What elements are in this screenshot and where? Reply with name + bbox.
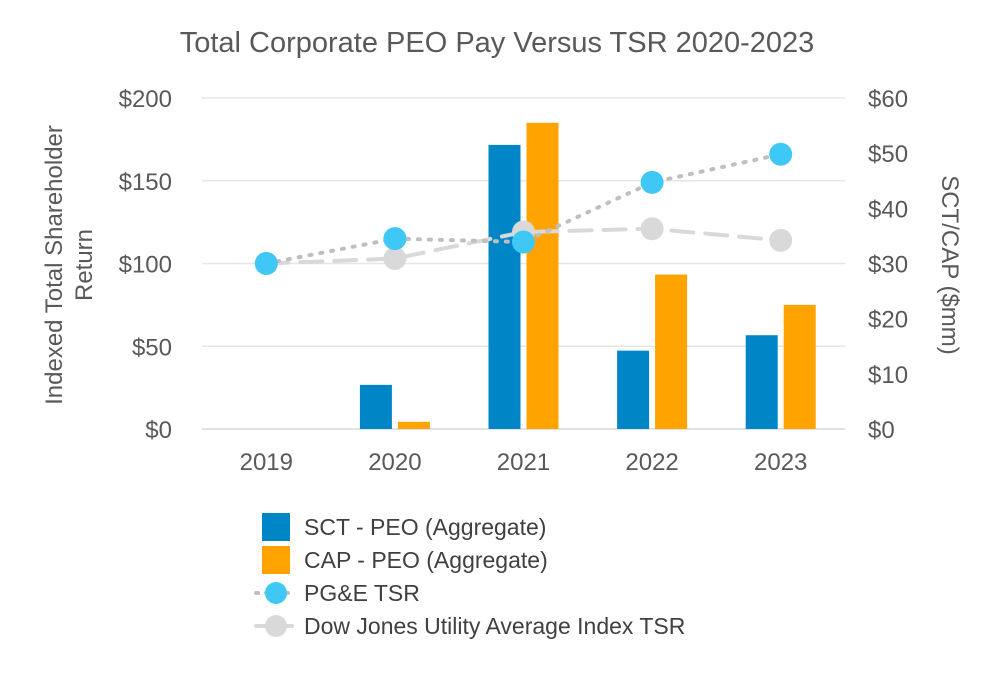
legend-marker-dow-jones-tsr	[265, 615, 287, 637]
x-tick-label: 2020	[368, 449, 421, 476]
point-dow-jones-tsr	[769, 228, 793, 252]
right-tick-label: $60	[868, 86, 908, 113]
bar-cap	[655, 274, 688, 429]
legend-label: PG&E TSR	[304, 580, 420, 606]
bar-cap	[397, 421, 430, 429]
legend-label: SCT - PEO (Aggregate)	[304, 514, 546, 540]
right-tick-label: $10	[868, 362, 908, 389]
point-pge-tsr	[640, 170, 664, 194]
x-tick-label: 2022	[625, 449, 678, 476]
x-tick-label: 2019	[240, 449, 293, 476]
point-dow-jones-tsr	[383, 247, 407, 271]
left-axis-label-line-1: Indexed Total Shareholder	[41, 125, 68, 405]
chart-title: Total Corporate PEO Pay Versus TSR 2020-…	[180, 27, 815, 59]
legend-label: Dow Jones Utility Average Index TSR	[304, 613, 685, 639]
right-axis-ticks: $0 $10 $20 $30 $40 $50 $60	[868, 86, 908, 444]
legend-swatch-cap	[262, 546, 290, 574]
right-tick-label: $50	[868, 141, 908, 168]
bar-sct	[745, 335, 778, 429]
left-tick-label: $100	[119, 252, 172, 279]
point-pge-tsr	[254, 252, 278, 275]
bars	[359, 122, 816, 429]
bar-cap	[526, 122, 559, 429]
legend-marker-pge-tsr	[265, 582, 287, 604]
left-tick-label: $150	[119, 169, 172, 196]
left-axis-label-line-2: Return	[71, 229, 98, 301]
point-pge-tsr	[383, 227, 407, 251]
right-axis-label: SCT/CAP ($mm)	[936, 175, 963, 355]
left-tick-label: $200	[119, 86, 172, 113]
right-tick-label: $20	[868, 307, 908, 334]
x-axis-ticks: 2019 2020 2021 2022 2023	[240, 449, 808, 476]
bar-cap	[783, 304, 816, 429]
right-tick-label: $40	[868, 196, 908, 223]
right-tick-label: $30	[868, 252, 908, 279]
bar-sct	[617, 350, 650, 429]
legend-swatch-sct	[262, 513, 290, 541]
left-axis-ticks: $0 $50 $100 $150 $200	[119, 86, 172, 444]
right-tick-label: $0	[868, 417, 895, 444]
line-pge-tsr	[264, 152, 783, 266]
point-dow-jones-tsr	[640, 217, 664, 241]
bar-sct	[359, 384, 392, 429]
point-pge-tsr	[512, 230, 535, 254]
legend-label: CAP - PEO (Aggregate)	[304, 547, 548, 573]
x-tick-label: 2021	[497, 449, 550, 476]
line-series	[254, 142, 793, 275]
bar-sct	[488, 144, 521, 429]
legend: SCT - PEO (Aggregate) CAP - PEO (Aggregat…	[254, 513, 685, 639]
left-tick-label: $50	[132, 334, 172, 361]
x-tick-label: 2023	[754, 449, 807, 476]
left-tick-label: $0	[145, 417, 172, 444]
point-pge-tsr	[769, 142, 793, 166]
